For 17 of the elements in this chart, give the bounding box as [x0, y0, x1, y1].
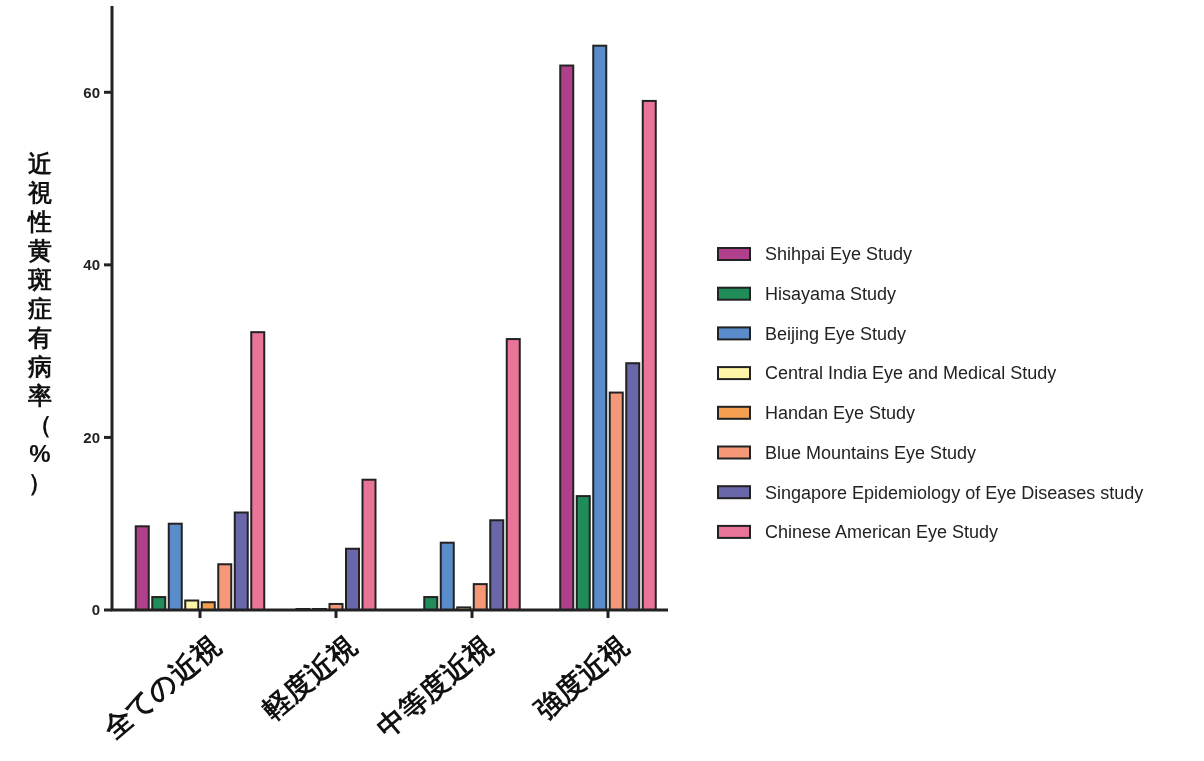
y-tick-label: 20 [83, 428, 100, 446]
legend-label: Handan Eye Study [765, 403, 916, 424]
legend-label: Hisayama Study [765, 284, 897, 304]
legend-label: Blue Mountains Eye Study [765, 442, 977, 463]
legend-label: Chinese American Eye Study [765, 522, 999, 543]
y-tick-label: 40 [83, 256, 100, 274]
legend-label: Shihpai Eye Study [765, 244, 913, 265]
x-tick-label: 強度近視 [528, 630, 635, 726]
text: 近視性黄斑症有病率（%） [28, 150, 52, 496]
x-tick-label: 中等度近視 [371, 630, 499, 744]
y-tick-label: 0 [91, 601, 100, 619]
y-tick-label: 60 [83, 83, 100, 101]
legend-label: Singapore Epidemiology of Eye Diseases study [765, 482, 1144, 503]
x-tick-label: 全ての近視 [96, 630, 227, 746]
legend-label: Central India Eye and Medical Study [765, 363, 1057, 384]
x-tick-label: 軽度近視 [256, 630, 363, 726]
legend-label: Beijing Eye Study [765, 323, 907, 344]
